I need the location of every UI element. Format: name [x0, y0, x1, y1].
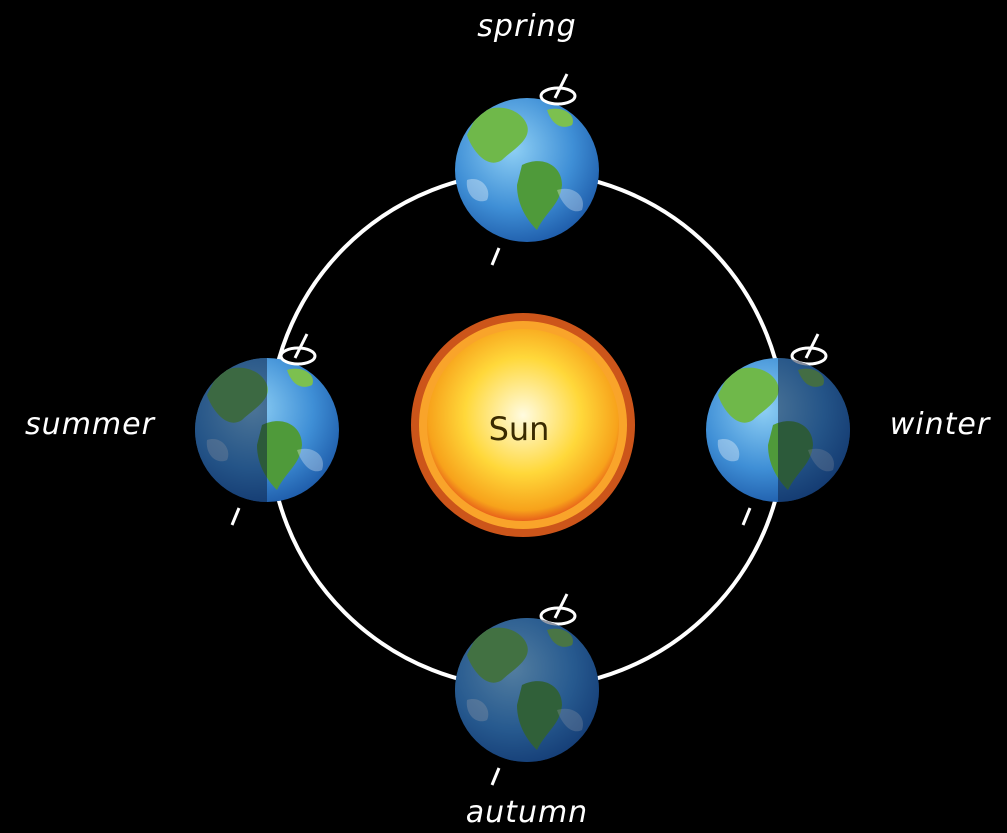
earth-spring [455, 74, 599, 265]
season-label: summer [25, 407, 156, 442]
seasons-diagram: Sun spring summer winter autumn [0, 0, 1007, 833]
earth-winter [706, 334, 850, 525]
season-label: spring [477, 9, 576, 44]
page: Sun spring summer winter autumn (() => {… [0, 0, 1007, 833]
earth-autumn [455, 594, 599, 785]
season-label: winter [890, 407, 991, 442]
sun: Sun [411, 313, 635, 537]
earth-summer [195, 334, 339, 525]
sun-label: Sun [489, 410, 550, 448]
season-label: autumn [466, 795, 588, 830]
